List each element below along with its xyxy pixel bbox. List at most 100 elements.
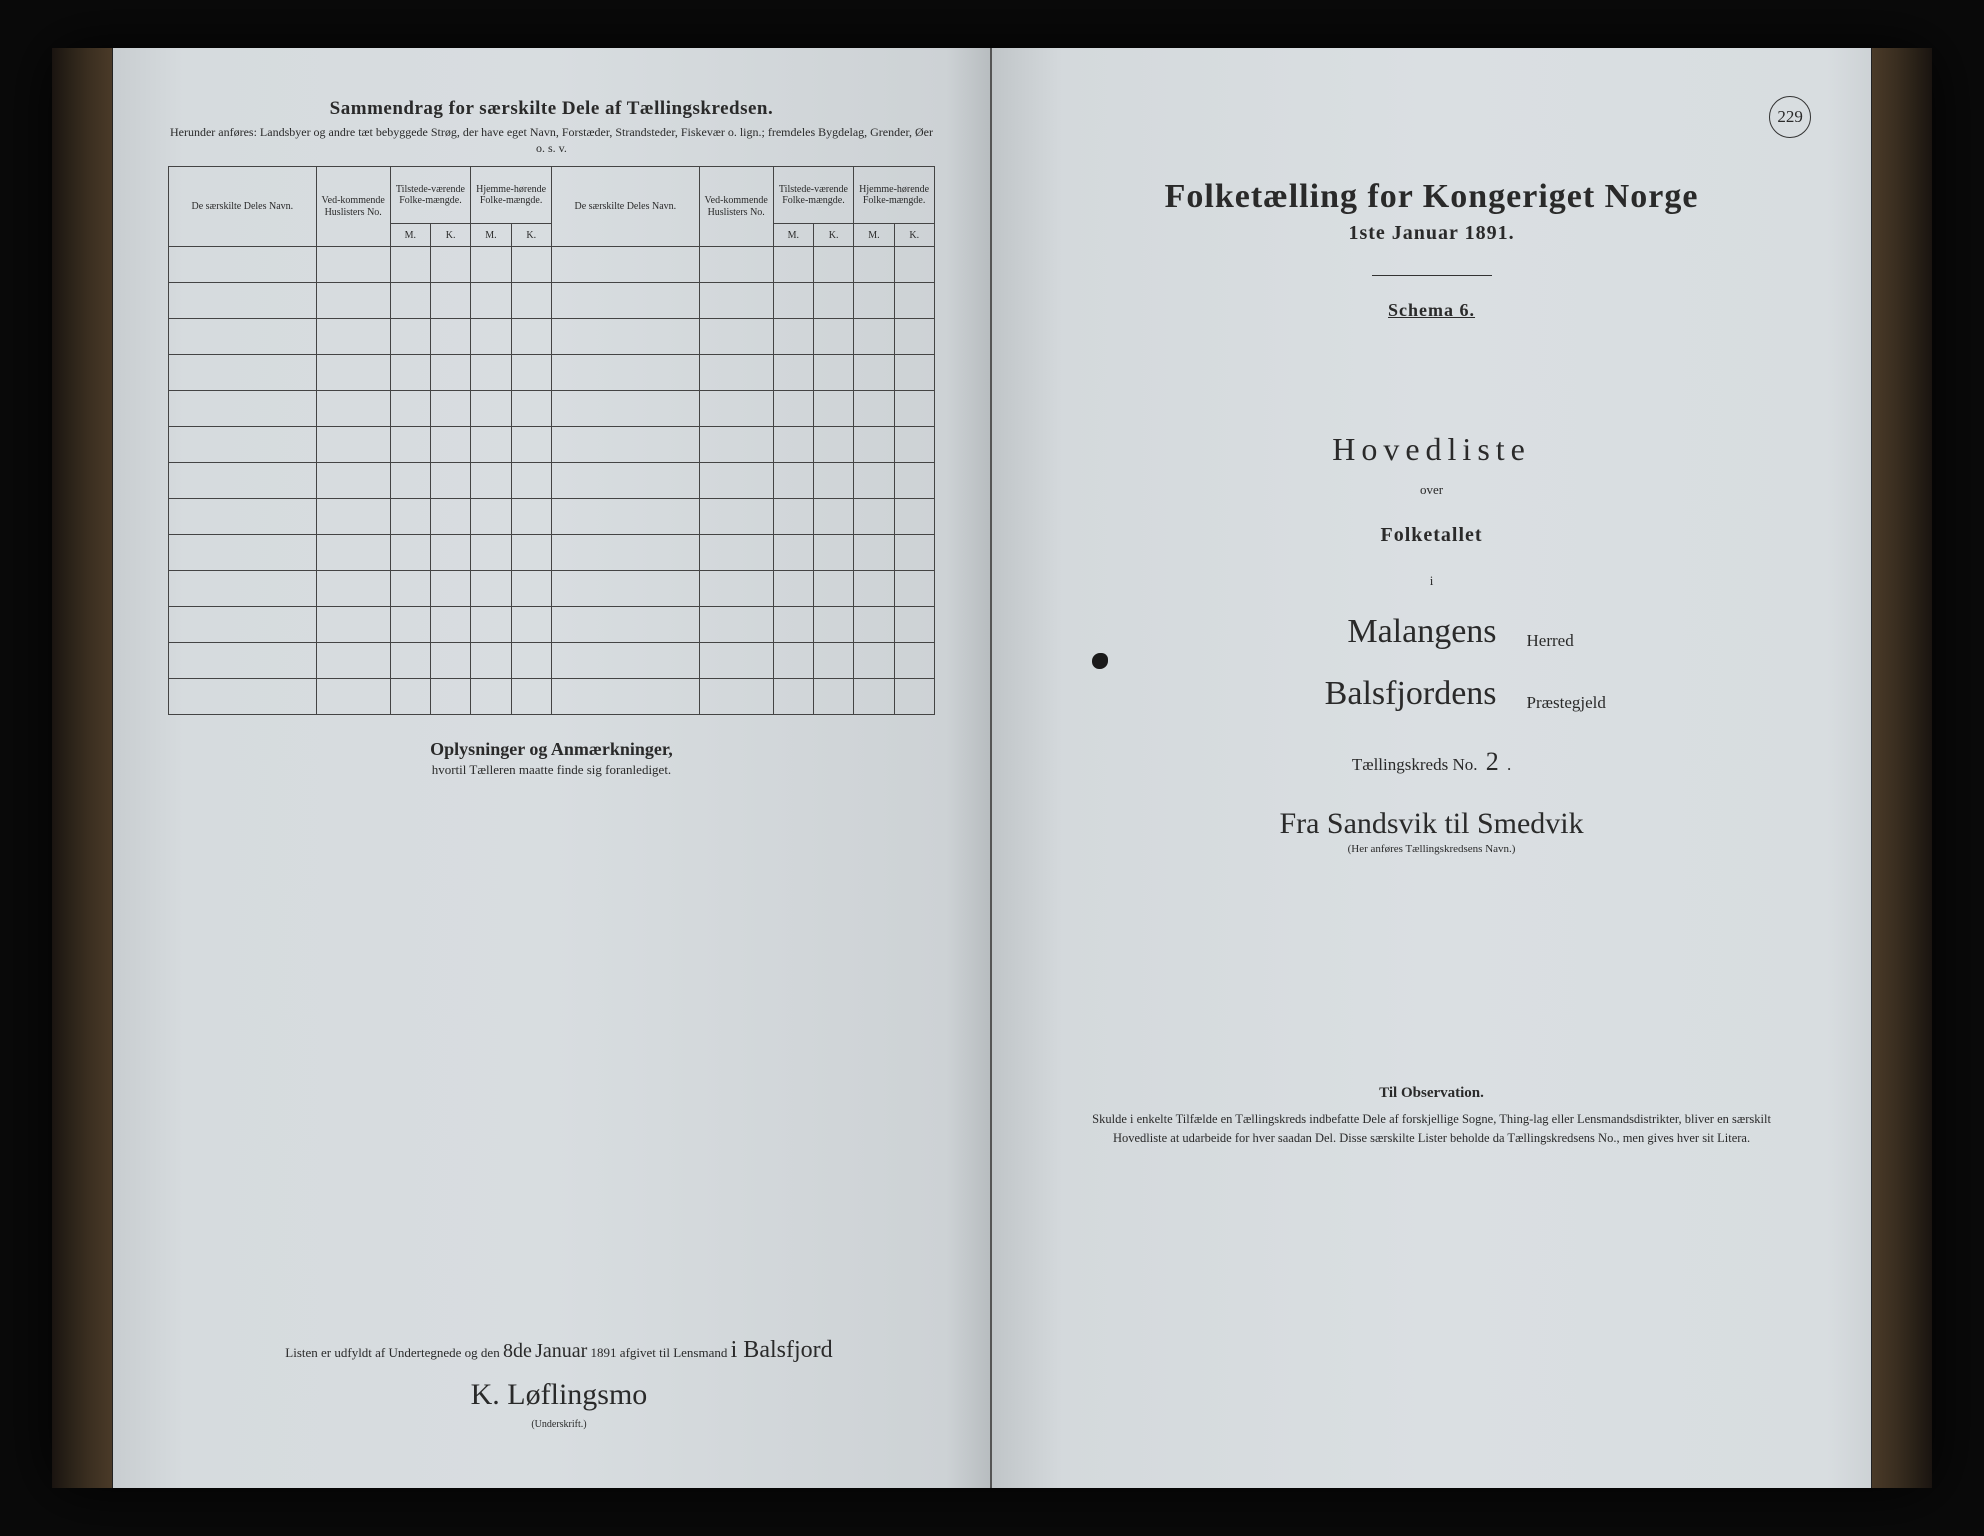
census-title: Folketælling for Kongeriget Norge [1047,178,1816,216]
table-cell [699,427,773,463]
table-cell [316,283,390,319]
table-cell [551,571,699,607]
table-cell [430,391,470,427]
table-cell [773,463,813,499]
table-cell [316,463,390,499]
remarks-title: Oplysninger og Anmærkninger, [168,739,935,760]
table-cell [471,571,511,607]
table-cell [813,283,853,319]
table-cell [316,535,390,571]
table-cell [430,463,470,499]
table-cell [699,319,773,355]
table-cell [773,535,813,571]
table-cell [471,247,511,283]
table-cell [471,427,511,463]
table-cell [773,571,813,607]
table-cell [511,355,551,391]
table-cell [471,319,511,355]
observation-body: Skulde i enkelte Tilfælde en Tællingskre… [1077,1110,1786,1148]
table-cell [551,463,699,499]
table-cell [894,247,934,283]
table-cell [471,283,511,319]
table-cell [471,607,511,643]
table-cell [511,499,551,535]
table-cell [471,463,511,499]
table-cell [699,247,773,283]
sig-year: 1891 afgivet til Lensmand [591,1345,728,1360]
table-cell [316,319,390,355]
table-cell [390,535,430,571]
kreds-name-sub: (Her anføres Tællingskredsens Navn.) [1047,843,1816,855]
table-cell [168,499,316,535]
table-cell [511,319,551,355]
table-cell [813,499,853,535]
sig-place: i Balsfjord [731,1337,833,1363]
table-cell [430,679,470,715]
table-row [168,319,934,355]
table-cell [430,535,470,571]
sig-label: (Underskrift.) [183,1417,935,1433]
table-cell [894,607,934,643]
table-row [168,247,934,283]
table-row [168,535,934,571]
table-cell [168,607,316,643]
table-cell [854,355,894,391]
schema-label: Schema 6. [1047,300,1816,321]
table-cell [773,427,813,463]
table-cell [773,679,813,715]
table-cell [854,391,894,427]
table-cell [168,535,316,571]
table-cell [551,643,699,679]
table-cell [390,499,430,535]
table-cell [471,643,511,679]
table-cell [551,679,699,715]
table-row [168,607,934,643]
praeste-label: Præstegjeld [1527,693,1647,713]
table-cell [551,427,699,463]
table-cell [430,247,470,283]
table-cell [894,499,934,535]
table-cell [168,571,316,607]
col-k: K. [813,224,853,247]
kreds-dot: . [1507,755,1511,774]
table-cell [773,607,813,643]
table-cell [894,535,934,571]
col-k: K. [430,224,470,247]
table-cell [894,319,934,355]
table-row [168,283,934,319]
table-cell [773,319,813,355]
table-cell [316,607,390,643]
table-cell [894,679,934,715]
table-cell [699,643,773,679]
table-cell [168,679,316,715]
table-row [168,463,934,499]
observation-title: Til Observation. [1047,1085,1816,1102]
over-label: over [1047,482,1816,498]
herred-line: Malangens Herred [1047,613,1816,651]
col-hjemme-1: Hjemme-hørende Folke-mængde. [471,167,552,224]
table-cell [854,247,894,283]
herred-value: Malangens [1217,613,1497,651]
table-cell [168,463,316,499]
table-cell [168,283,316,319]
book-spine-left [52,48,113,1488]
left-page-subtitle: Herunder anføres: Landsbyer og andre tæt… [168,124,935,156]
table-cell [430,355,470,391]
ink-blot [1092,653,1108,669]
table-cell [471,391,511,427]
table-cell [430,643,470,679]
table-cell [551,283,699,319]
table-row [168,679,934,715]
col-k: K. [511,224,551,247]
table-cell [316,499,390,535]
table-cell [430,319,470,355]
folketallet-label: Folketallet [1047,524,1816,547]
table-cell [390,283,430,319]
table-cell [773,643,813,679]
kreds-label: Tællingskreds No. [1352,755,1478,774]
table-cell [894,355,934,391]
table-cell [471,355,511,391]
table-cell [854,679,894,715]
table-cell [551,319,699,355]
table-cell [511,571,551,607]
